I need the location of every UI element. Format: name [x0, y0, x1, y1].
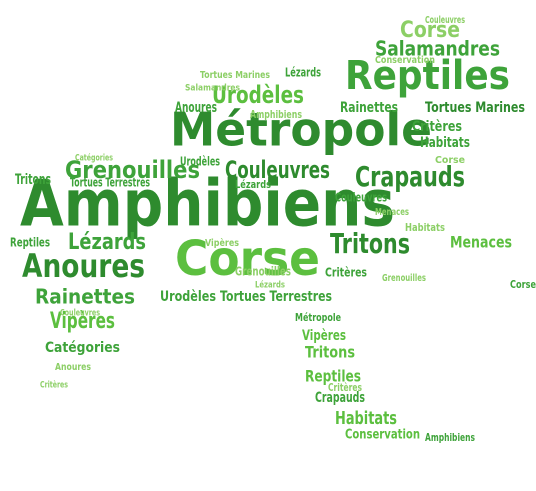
word: Conservation	[375, 55, 435, 66]
word: Habitats	[335, 408, 397, 429]
word: Lézards	[255, 280, 285, 291]
word: Grenouilles	[235, 265, 291, 279]
word: Critères	[328, 381, 362, 394]
word: Reptiles	[345, 53, 510, 99]
word: Critères	[412, 119, 462, 135]
word: Corse	[435, 155, 465, 166]
word: Anoures	[22, 247, 145, 285]
word: Urodèles	[180, 155, 220, 169]
word: Couleuvres	[425, 15, 465, 26]
word: Métropole	[295, 311, 341, 324]
word: Critères	[40, 380, 68, 391]
word: Tortues Marines	[425, 100, 525, 116]
word: Rainettes	[35, 285, 135, 309]
word: Corse	[175, 231, 320, 287]
word: Anoures	[175, 100, 217, 116]
word: Catégories	[45, 340, 120, 356]
word: Tritons	[15, 172, 51, 188]
word: Corse	[400, 18, 460, 43]
word: Tritons	[305, 343, 355, 362]
word: Lézards	[68, 230, 146, 255]
word: Lézards	[285, 66, 321, 80]
word: Amphibiens	[425, 431, 475, 444]
word: Reptiles	[305, 367, 361, 386]
word: Tortues Marines	[200, 70, 270, 81]
word: Conservation	[345, 428, 420, 443]
word: Critères	[325, 266, 367, 280]
word: Lézards	[235, 178, 271, 191]
word: Vipères	[302, 328, 346, 344]
word: Couleuvres	[335, 191, 387, 205]
word: Corse	[510, 278, 536, 291]
word: Urodèles	[212, 81, 304, 109]
word: Couleuvres	[60, 309, 100, 319]
word: Tritons	[330, 227, 410, 260]
word: Salamandres	[185, 84, 240, 94]
word: Anoures	[55, 362, 91, 373]
word: Grenouilles	[382, 273, 426, 284]
word: Urodèles	[160, 289, 216, 305]
word: Menaces	[375, 207, 409, 218]
word: Vipères	[205, 237, 239, 249]
word: Métropole	[170, 103, 432, 157]
word: Crapauds	[355, 160, 465, 193]
word: Amphibiens	[250, 108, 302, 121]
word: Tortues Terrestres	[70, 176, 150, 190]
word: Habitats	[420, 135, 470, 151]
word: Amphibiens	[20, 168, 395, 242]
word: Vipères	[50, 309, 115, 334]
word: Catégories	[75, 153, 113, 164]
word: Habitats	[405, 221, 445, 234]
word: Tortues Terrestres	[220, 289, 332, 305]
word: Crapauds	[315, 390, 365, 406]
word: Couleuvres	[225, 156, 330, 184]
word: Salamandres	[375, 37, 500, 61]
word: Rainettes	[340, 100, 398, 116]
word: Reptiles	[10, 236, 50, 250]
word: Grenouilles	[65, 156, 200, 184]
word: Menaces	[450, 233, 512, 252]
